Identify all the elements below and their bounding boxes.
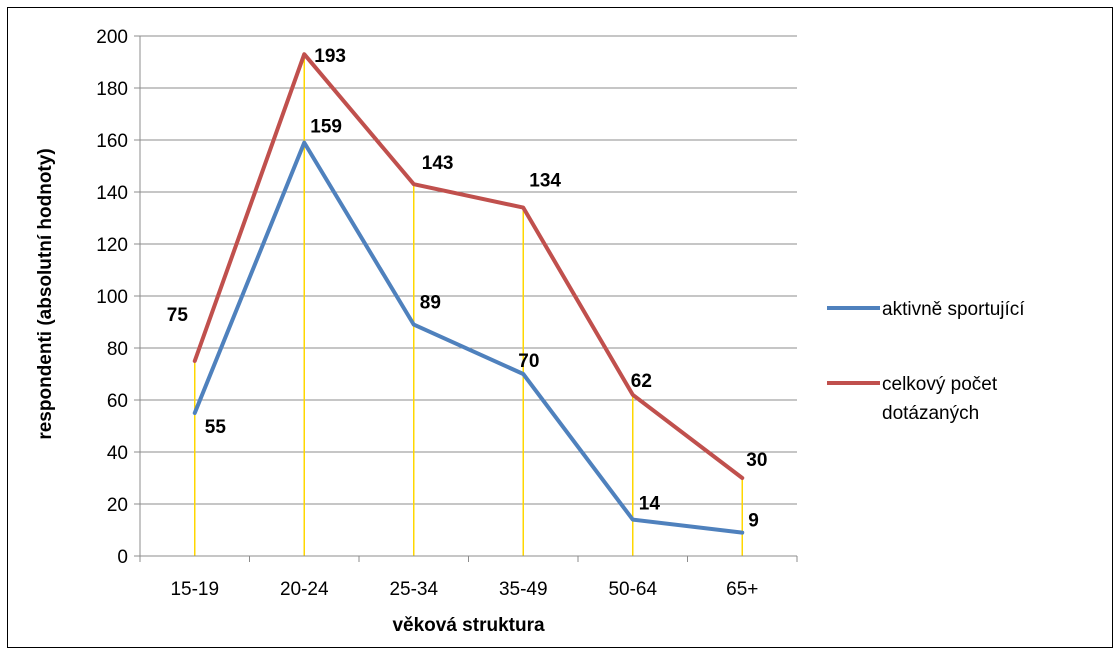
- data-label: 62: [631, 371, 652, 392]
- y-axis-ticks: 0 20 40 60 80 100 120 140 160 180 200: [96, 27, 140, 568]
- legend-label: aktivně sportující: [882, 299, 1025, 320]
- y-axis-title: respondenti (absolutní hodnoty): [35, 148, 56, 439]
- x-tick-label: 25-34: [389, 579, 438, 600]
- data-label: 143: [422, 153, 454, 174]
- y-tick-label: 40: [107, 443, 128, 464]
- x-axis-title: věková struktura: [392, 615, 545, 636]
- y-tick-label: 140: [96, 183, 128, 204]
- data-label: 14: [639, 494, 661, 515]
- chart-frame: [7, 7, 1113, 648]
- y-tick-label: 80: [107, 339, 128, 360]
- data-label: 89: [420, 293, 441, 314]
- x-tick-label: 65+: [726, 579, 758, 600]
- y-tick-label: 20: [107, 495, 128, 516]
- x-tick-label: 50-64: [608, 579, 657, 600]
- data-label: 70: [518, 351, 539, 372]
- y-tick-label: 100: [96, 287, 128, 308]
- drop-lines: [194, 54, 743, 556]
- legend-label: dotázaných: [882, 403, 979, 424]
- y-tick-label: 160: [96, 131, 128, 152]
- series-line-1: [192, 140, 745, 535]
- y-tick-label: 200: [96, 27, 128, 48]
- y-tick-label: 0: [117, 547, 128, 568]
- series-line-2: [192, 52, 745, 480]
- data-label: 55: [205, 417, 227, 438]
- data-labels: 55 159 89 70 14 9 75 193 143 134 62 30: [167, 46, 768, 531]
- gridlines: [140, 35, 797, 505]
- data-label: 193: [314, 46, 346, 67]
- data-label: 75: [167, 305, 189, 326]
- legend-label: celkový počet: [882, 374, 998, 395]
- data-label: 134: [529, 171, 561, 192]
- data-label: 30: [746, 450, 767, 471]
- x-axis-ticks: 15-19 20-24 25-34 35-49 50-64 65+: [139, 556, 798, 600]
- x-tick-label: 15-19: [170, 579, 219, 600]
- data-label: 9: [748, 511, 759, 532]
- series-lines: [192, 52, 745, 535]
- y-tick-label: 60: [107, 391, 128, 412]
- data-label: 159: [310, 117, 342, 138]
- x-tick-label: 20-24: [280, 579, 329, 600]
- x-tick-label: 35-49: [499, 579, 548, 600]
- y-tick-label: 180: [96, 79, 128, 100]
- legend: aktivně sportující celkový počet dotázaný…: [827, 299, 1025, 424]
- y-tick-label: 120: [96, 235, 128, 256]
